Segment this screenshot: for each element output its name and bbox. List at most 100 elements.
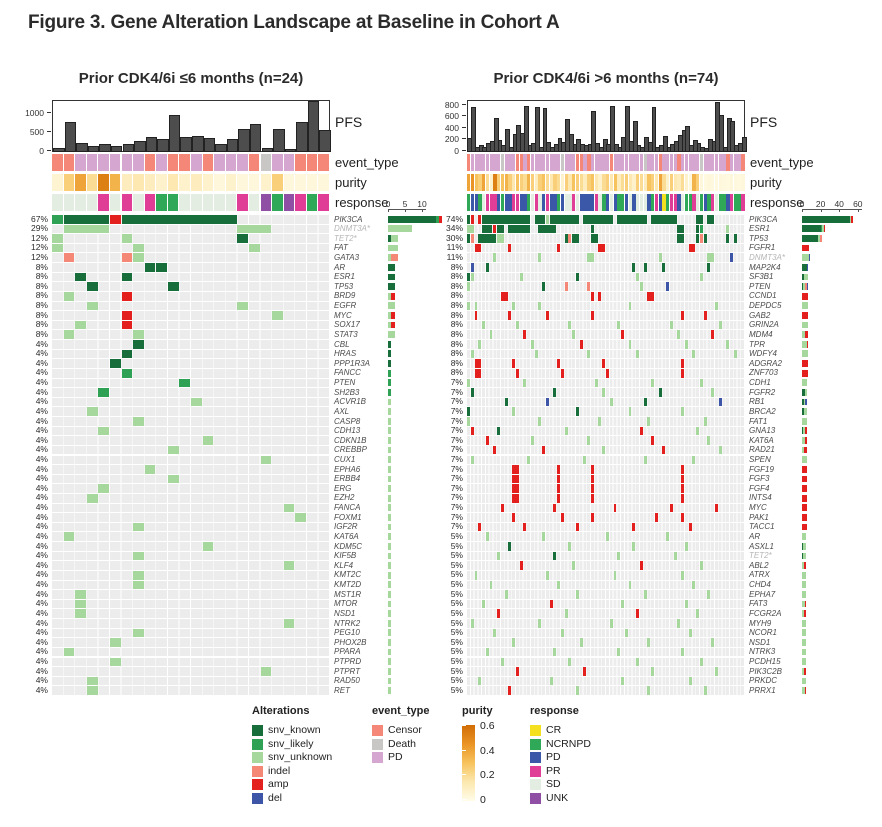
pfs-bar xyxy=(659,144,664,153)
gene-label: MYC xyxy=(334,310,352,320)
response-cell xyxy=(248,194,260,211)
pfs-ytickmark xyxy=(462,115,466,117)
matrix-cell xyxy=(692,580,696,590)
purity-cell xyxy=(688,174,692,191)
gene-row xyxy=(52,215,330,224)
gene-row xyxy=(467,301,745,311)
gene-count-bar xyxy=(804,331,808,339)
matrix-cell xyxy=(553,647,557,657)
response-cell xyxy=(295,194,306,211)
gene-count-bar xyxy=(802,658,806,666)
percent-label: 4% xyxy=(35,434,48,445)
percent-label: 8% xyxy=(35,261,48,272)
pfs-ytickmark xyxy=(47,150,51,151)
gene-label: GAB2 xyxy=(749,310,771,320)
purity-cell xyxy=(583,174,587,191)
matrix-cell xyxy=(714,301,718,311)
purity-cell xyxy=(692,174,696,191)
response-cell xyxy=(237,194,248,211)
matrix-cell xyxy=(560,513,564,522)
purity-cell xyxy=(474,174,478,191)
response-cell xyxy=(677,194,681,211)
gene-row xyxy=(52,436,330,445)
matrix-cell xyxy=(63,224,110,234)
gene-row xyxy=(52,243,330,253)
matrix-cell xyxy=(512,484,519,493)
pfs-ytick: 600 xyxy=(444,111,459,122)
purity-cell xyxy=(248,174,260,191)
legend-swatch-NCRNPD xyxy=(530,738,541,750)
gene-label: ABL2 xyxy=(749,560,769,570)
gene-label: FGFR1 xyxy=(749,243,776,253)
gene-row xyxy=(467,215,745,224)
gene-label: NTRK2 xyxy=(334,618,361,628)
percent-label: 30% xyxy=(445,232,463,243)
matrix-cell xyxy=(470,215,474,224)
gene-row xyxy=(467,388,745,397)
pfs-bar xyxy=(478,144,484,153)
pfs-bar xyxy=(587,144,593,152)
gene-row xyxy=(52,561,330,570)
matrix-cell xyxy=(493,253,497,263)
legend-label-NCRNPD: NCRNPD xyxy=(546,737,591,750)
matrix-cell xyxy=(602,445,606,455)
gene-count-bar xyxy=(802,456,807,464)
gene-label: KAT6A xyxy=(749,435,774,445)
matrix-cell xyxy=(98,484,110,493)
event-cell xyxy=(489,154,493,171)
gene-count-bar xyxy=(802,629,806,637)
purity-cell xyxy=(86,174,98,191)
gene-label: FANCC xyxy=(334,368,361,378)
matrix-cell xyxy=(534,215,546,224)
gene-label: PPP1R3A xyxy=(334,358,371,368)
purity-cell xyxy=(144,174,156,191)
matrix-cell xyxy=(515,320,519,330)
gene-count-bar xyxy=(802,687,805,694)
bar-axis-tickmark xyxy=(857,209,859,212)
response-cell xyxy=(121,194,133,211)
gene-row xyxy=(52,580,330,590)
matrix-cell xyxy=(707,436,711,445)
purity-cell xyxy=(564,174,568,191)
event-cell xyxy=(557,154,561,171)
purity-cell xyxy=(489,174,493,191)
matrix-cell xyxy=(545,570,549,580)
event-cell xyxy=(534,154,538,171)
event-cell xyxy=(673,154,677,171)
percent-label: 4% xyxy=(35,463,48,474)
matrix-cell xyxy=(696,609,700,618)
gene-row xyxy=(467,542,745,551)
response-cell xyxy=(133,194,144,211)
purity-cell xyxy=(624,174,629,191)
pfs-bar xyxy=(629,140,634,153)
response-cell xyxy=(191,194,202,211)
gene-count-bar xyxy=(388,215,436,223)
gene-row xyxy=(467,253,745,263)
matrix-cell xyxy=(632,542,636,551)
matrix-cell xyxy=(86,407,98,416)
event-cell xyxy=(542,154,546,171)
matrix-cell xyxy=(121,311,133,320)
gene-row xyxy=(467,522,745,532)
matrix-cell xyxy=(467,234,470,243)
gene-row xyxy=(467,359,745,368)
legend-swatch-snv_known xyxy=(252,725,263,736)
matrix-cell xyxy=(688,522,692,532)
gene-row xyxy=(467,638,745,647)
event-cell xyxy=(681,154,685,171)
gene-count-bar xyxy=(802,639,806,646)
pfs-bar xyxy=(134,140,146,153)
matrix-cell xyxy=(482,320,485,330)
gene-count-bar xyxy=(802,340,807,348)
pfs-plot xyxy=(467,100,747,153)
pfs-bar xyxy=(249,123,262,152)
matrix-cell xyxy=(564,609,568,618)
matrix-cell xyxy=(508,686,512,695)
gene-count-bar xyxy=(806,263,808,271)
matrix-cell xyxy=(470,349,474,359)
matrix-cell xyxy=(553,551,557,561)
event-cell xyxy=(248,154,260,171)
gene-count-bar xyxy=(388,388,392,396)
event-cell xyxy=(636,154,640,171)
gene-row xyxy=(52,493,330,503)
